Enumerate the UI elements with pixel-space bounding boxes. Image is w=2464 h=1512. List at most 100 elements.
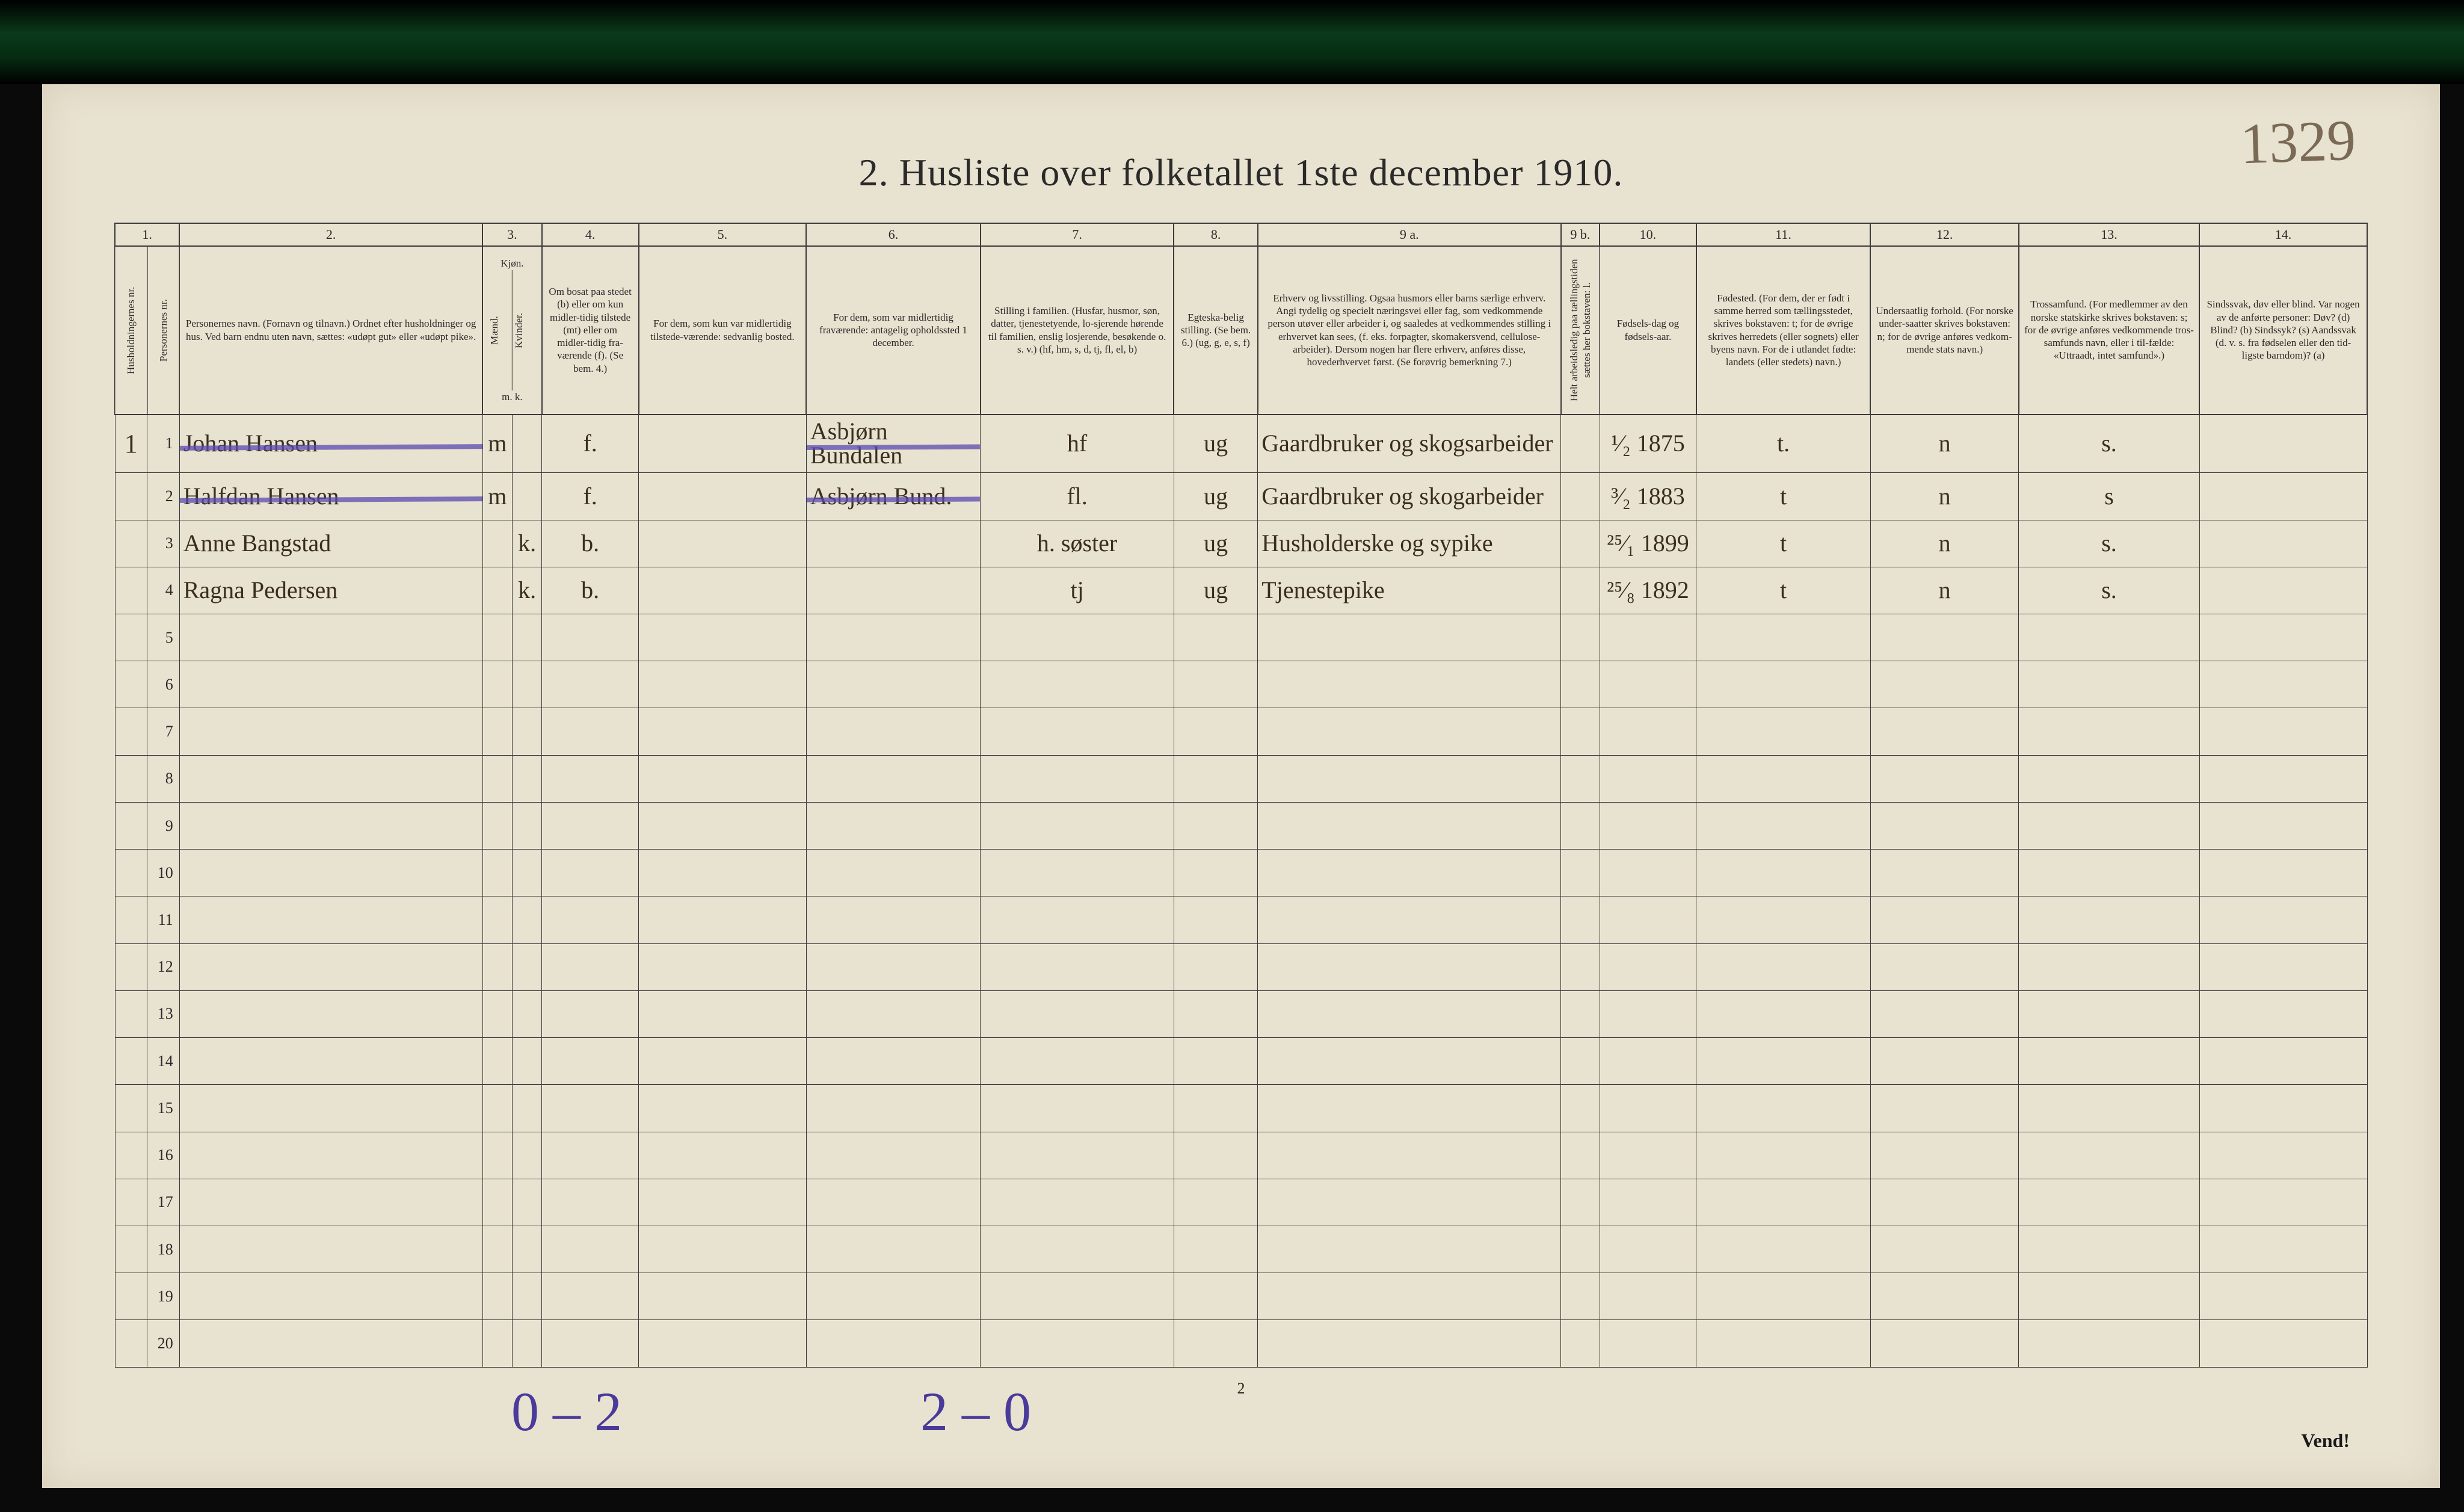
cell-sex-k (512, 473, 541, 520)
cell-sex-m (482, 520, 512, 567)
cell-household (115, 708, 147, 755)
cell-marital: ug (1174, 473, 1257, 520)
cell-occupation: Gaardbruker og skogarbeider (1258, 473, 1561, 520)
table-row-empty: 12 (115, 943, 2367, 990)
cell-unemployed (1561, 520, 1600, 567)
cell-sex-k: k. (512, 567, 541, 614)
table-row-empty: 9 (115, 802, 2367, 849)
header-residence-status: Om bosat paa stedet (b) eller om kun mid… (542, 246, 639, 415)
col-num-11: 11. (1696, 223, 1870, 246)
cell-sex-k: k. (512, 520, 541, 567)
cell-religion: s. (2019, 520, 2199, 567)
cell-person-nr: 7 (147, 708, 180, 755)
header-birthdate: Fødsels-dag og fødsels-aar. (1600, 246, 1696, 415)
cell-nationality: n (1870, 415, 2019, 473)
table-row-empty: 11 (115, 896, 2367, 943)
cell-name: Anne Bangstad (179, 520, 482, 567)
cell-household (115, 473, 147, 520)
header-family-position: Stilling i familien. (Husfar, husmor, sø… (981, 246, 1174, 415)
footer-turn-over: Vend! (2301, 1430, 2350, 1452)
table-row-empty: 18 (115, 1226, 2367, 1273)
table-row-empty: 20 (115, 1320, 2367, 1368)
cell-usual-residence (639, 520, 807, 567)
note-tally-left: 0 – 2 (511, 1380, 622, 1443)
cell-person-nr: 8 (147, 755, 180, 802)
header-temp-location: For dem, som var midlertidig fraværende:… (806, 246, 980, 415)
cell-person-nr: 15 (147, 1085, 180, 1132)
col-num-9b: 9 b. (1561, 223, 1600, 246)
cell-temp-location: Asbjørn Bund. (806, 473, 980, 520)
cell-family-position: h. søster (981, 520, 1174, 567)
cell-marital: ug (1174, 567, 1257, 614)
cell-religion: s. (2019, 415, 2199, 473)
cell-sex-m: m (482, 473, 512, 520)
col-num-4: 4. (542, 223, 639, 246)
cell-household (115, 614, 147, 661)
table-row-empty: 6 (115, 661, 2367, 708)
cell-nationality: n (1870, 473, 2019, 520)
table-row: 4Ragna Pedersenk.b.tjugTjenestepike²⁵⁄₈ … (115, 567, 2367, 614)
cell-household (115, 850, 147, 896)
cell-religion: s (2019, 473, 2199, 520)
header-birthplace: Fødested. (For dem, der er født i samme … (1696, 246, 1870, 415)
cell-household (115, 1038, 147, 1085)
cell-person-nr: 6 (147, 661, 180, 708)
cell-birthplace: t (1696, 473, 1870, 520)
cell-occupation: Husholderske og sypike (1258, 520, 1561, 567)
cell-family-position: fl. (981, 473, 1174, 520)
cell-occupation: Tjenestepike (1258, 567, 1561, 614)
cell-person-nr: 12 (147, 943, 180, 990)
cell-person-nr: 10 (147, 850, 180, 896)
note-tally-mid: 2 – 0 (920, 1380, 1031, 1443)
col-num-14: 14. (2199, 223, 2367, 246)
cell-sex-m: m (482, 415, 512, 473)
col-num-2: 2. (179, 223, 482, 246)
cell-household (115, 1179, 147, 1226)
census-table-wrap: 1. 2. 3. 4. 5. 6. 7. 8. 9 a. 9 b. 10. 11… (114, 223, 2368, 1368)
table-row: 11Johan Hansenmf.Asbjørn BundalenhfugGaa… (115, 415, 2367, 473)
header-usual-residence: For dem, som kun var midlertidig tilsted… (639, 246, 807, 415)
cell-religion: s. (2019, 567, 2199, 614)
cell-name: Johan Hansen (179, 415, 482, 473)
table-row: 3Anne Bangstadk.b.h. søsterugHusholdersk… (115, 520, 2367, 567)
cell-status: f. (542, 415, 639, 473)
cell-usual-residence (639, 415, 807, 473)
cell-person-nr: 18 (147, 1226, 180, 1273)
cell-family-position: hf (981, 415, 1174, 473)
cell-household (115, 990, 147, 1037)
cell-unemployed (1561, 567, 1600, 614)
header-sex-title: Kjøn. (488, 257, 537, 270)
cell-disability (2199, 567, 2367, 614)
cell-status: f. (542, 473, 639, 520)
col-num-5: 5. (639, 223, 807, 246)
cell-birthdate: ²⁵⁄₈ 1892 (1600, 567, 1696, 614)
cell-status: b. (542, 567, 639, 614)
bottom-handwritten-notes: 0 – 2 2 – 0 (42, 1380, 2440, 1440)
cell-name: Ragna Pedersen (179, 567, 482, 614)
header-sex-k: Kvinder. (513, 270, 537, 390)
cell-unemployed (1561, 415, 1600, 473)
cell-name: Halfdan Hansen (179, 473, 482, 520)
cell-household (115, 1273, 147, 1320)
cell-person-nr: 14 (147, 1038, 180, 1085)
cell-person-nr: 9 (147, 802, 180, 849)
header-marital: Egteska-belig stilling. (Se bem. 6.) (ug… (1174, 246, 1257, 415)
cell-disability (2199, 520, 2367, 567)
page-title: 2. Husliste over folketallet 1ste decemb… (42, 150, 2440, 195)
cell-temp-location (806, 567, 980, 614)
cell-household (115, 1226, 147, 1273)
cell-household: 1 (115, 415, 147, 473)
cell-birthplace: t (1696, 567, 1870, 614)
cell-birthdate: ²⁵⁄₁ 1899 (1600, 520, 1696, 567)
table-row-empty: 8 (115, 755, 2367, 802)
cell-household (115, 943, 147, 990)
cell-birthplace: t. (1696, 415, 1870, 473)
cell-birthdate: ¹⁄₂ 1875 (1600, 415, 1696, 473)
col-num-9a: 9 a. (1258, 223, 1561, 246)
header-household-nr: Husholdningernes nr. (115, 246, 147, 415)
cell-sex-m (482, 567, 512, 614)
cell-person-nr: 2 (147, 473, 180, 520)
cell-household (115, 567, 147, 614)
col-num-13: 13. (2019, 223, 2199, 246)
cell-temp-location: Asbjørn Bundalen (806, 415, 980, 473)
